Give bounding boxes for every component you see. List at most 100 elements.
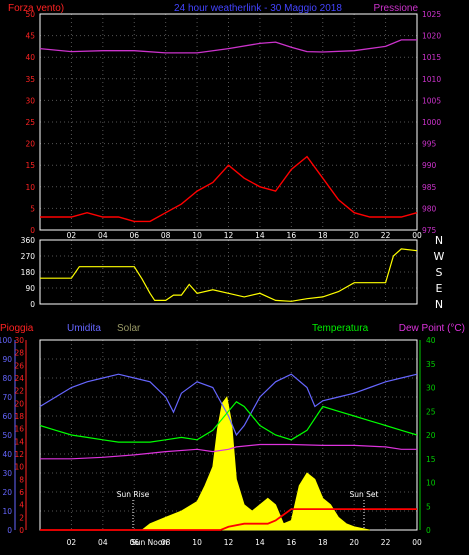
- compass-label: N: [435, 234, 443, 247]
- panel3-x-tick-label: 02: [67, 538, 77, 547]
- humidity-axis-tick-label: 40: [2, 450, 12, 459]
- direction-axis-tick-label: 90: [25, 284, 35, 293]
- temperature-axis-tick-label: 35: [426, 360, 436, 369]
- pressure-axis-tick-label: 1025: [422, 10, 441, 19]
- rain-axis-tick-label: 16: [14, 425, 24, 434]
- wind-speed-line: [40, 155, 418, 223]
- temperature-axis-tick-label: 30: [426, 384, 436, 393]
- temperature-label: Temperatura: [312, 323, 369, 334]
- panel1-x-tick-label: 12: [224, 231, 234, 240]
- panel1-x-tick-label: 04: [98, 231, 108, 240]
- rain-axis-tick-label: 28: [14, 349, 24, 358]
- pressure-line: [39, 39, 417, 54]
- wind-axis-tick-label: 40: [25, 53, 35, 62]
- panel3-x-tick-label: 16: [287, 538, 297, 547]
- panel1-left-axis: 0 5 10 15 20 25 30 35 40 45 50: [25, 10, 35, 235]
- pressure-axis-tick-label: 1010: [422, 75, 441, 84]
- rain-axis-tick-label: 0: [19, 526, 24, 535]
- humidity-axis-tick-label: 10: [2, 507, 12, 516]
- rain-axis-tick-label: 24: [14, 374, 24, 383]
- panel3-x-axis: 02 04 06 08 10 12 14 16 18 20 22 00: [67, 538, 422, 547]
- panel1-x-tick-label: 20: [349, 231, 359, 240]
- dewpoint-line: [40, 443, 417, 460]
- panel3-x-tick-label: 04: [98, 538, 108, 547]
- panel3-x-tick-label: 00: [412, 538, 422, 547]
- temperature-axis: 0 5 10 15 20 25 30 35 40: [426, 336, 436, 535]
- compass-label: N: [435, 298, 443, 311]
- panel2-left-axis: 0 90 180 270 360: [21, 236, 36, 309]
- rain-axis-tick-label: 14: [14, 437, 24, 446]
- panel1-x-tick-label: 00: [412, 231, 422, 240]
- humidity-axis-tick-label: 80: [2, 374, 12, 383]
- panel1-x-axis: 02 04 06 08 10 12 14 16 18 20 22 00: [67, 231, 422, 240]
- panel3-x-tick-label: 18: [318, 538, 328, 547]
- panel1-x-tick-label: 06: [129, 231, 139, 240]
- sunnoon-annotation: Sun Noon: [131, 538, 167, 547]
- temperature-axis-tick-label: 10: [426, 479, 436, 488]
- solar-label: Solar: [117, 323, 141, 334]
- temperature-axis-tick-label: 0: [426, 526, 431, 535]
- panel1-x-tick-label: 16: [287, 231, 297, 240]
- panel2-plot: [40, 248, 418, 302]
- temperature-axis-tick-label: 20: [426, 431, 436, 440]
- temperature-axis-tick-label: 40: [426, 336, 436, 345]
- pressure-axis-tick-label: 995: [422, 140, 437, 149]
- direction-axis-tick-label: 270: [21, 252, 36, 261]
- rain-axis-tick-label: 6: [19, 488, 24, 497]
- humidity-axis-tick-label: 100: [0, 336, 12, 345]
- panel1-x-tick-label: 18: [318, 231, 328, 240]
- panel1-x-tick-label: 22: [381, 231, 391, 240]
- rain-axis-tick-label: 26: [14, 361, 24, 370]
- humidity-axis-tick-label: 90: [2, 355, 12, 364]
- wind-axis-tick-label: 5: [30, 204, 35, 213]
- panel2-grid: [40, 240, 417, 304]
- panel3-x-tick-label: 12: [224, 538, 234, 547]
- panel3-x-tick-label: 20: [349, 538, 359, 547]
- temperature-axis-tick-label: 5: [426, 502, 431, 511]
- temperature-axis-tick-label: 15: [426, 455, 436, 464]
- direction-axis-tick-label: 0: [30, 300, 35, 309]
- panel1-x-tick-label: 14: [255, 231, 265, 240]
- wind-axis-tick-label: 15: [25, 161, 35, 170]
- rain-axis-tick-label: 22: [14, 387, 24, 396]
- direction-axis-tick-label: 180: [21, 268, 36, 277]
- panel1-x-tick-label: 02: [67, 231, 77, 240]
- rain-axis-tick-label: 2: [19, 513, 24, 522]
- pressure-axis-tick-label: 985: [422, 183, 437, 192]
- panel2-frame: [39, 239, 418, 305]
- rain-label: Pioggia: [0, 323, 34, 334]
- panel1-frame: [39, 13, 418, 231]
- temperature-axis-tick-label: 25: [426, 407, 436, 416]
- pressure-axis-tick-label: 980: [422, 204, 437, 213]
- humidity-axis-tick-label: 60: [2, 412, 12, 421]
- panel3-x-tick-label: 22: [381, 538, 391, 547]
- compass-label: S: [436, 266, 443, 279]
- panel1-right-axis: 975 980 985 990 995 1000 1005 1010 1015 1020 1025: [422, 10, 441, 235]
- panel3-x-tick-label: 14: [255, 538, 265, 547]
- wind-axis-tick-label: 25: [25, 118, 35, 127]
- pressure-axis-tick-label: 975: [422, 226, 437, 235]
- pressure-axis-tick-label: 1020: [422, 32, 441, 41]
- compass-label: W: [434, 250, 445, 263]
- rain-axis-tick-label: 8: [19, 475, 24, 484]
- pressure-axis-tick-label: 1015: [422, 53, 441, 62]
- wind-axis-tick-label: 20: [25, 140, 35, 149]
- panel3-x-tick-label: 06: [129, 538, 139, 547]
- rain-axis-tick-label: 12: [14, 450, 24, 459]
- wind-axis-tick-label: 0: [30, 226, 35, 235]
- rain-line: [40, 508, 417, 531]
- humidity-axis: 0 10 20 30 40 50 60 70 80 90 100: [0, 336, 12, 535]
- humidity-axis-tick-label: 50: [2, 431, 12, 440]
- wind-direction-line: [40, 248, 418, 302]
- wind-axis-title: Forza vento): [8, 3, 64, 14]
- humidity-axis-tick-label: 70: [2, 393, 12, 402]
- panel3-x-tick-label: 08: [161, 538, 171, 547]
- pressure-axis-tick-label: 1000: [422, 118, 441, 127]
- wind-axis-tick-label: 10: [25, 183, 35, 192]
- dewpoint-label: Dew Point (°C): [399, 323, 465, 334]
- rain-axis-tick-label: 10: [14, 463, 24, 472]
